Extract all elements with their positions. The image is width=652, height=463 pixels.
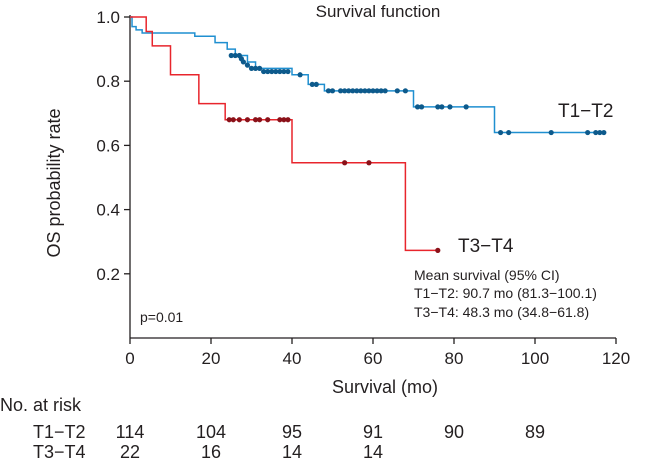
censor-mark-t1-t2	[548, 129, 554, 136]
at-risk-count: 91	[363, 422, 383, 442]
x-tick-label: 40	[283, 349, 302, 368]
censor-mark-t1-t2	[313, 81, 319, 88]
censor-mark-t1-t2	[252, 65, 259, 71]
censor-mark-t1-t2	[597, 129, 603, 136]
censor-mark-t1-t2	[346, 88, 352, 94]
survival-curve-t3-t4	[130, 16, 438, 252]
censor-mark-t3-t4	[366, 160, 372, 166]
survival-curve-t1-t2	[130, 16, 604, 134]
censor-mark-t1-t2	[285, 68, 291, 75]
y-tick-label: 0.6	[96, 136, 120, 155]
censor-mark-t1-t2	[342, 88, 348, 94]
censor-mark-t1-t2	[244, 62, 251, 68]
at-risk-count: 14	[363, 442, 383, 462]
censor-mark-t3-t4	[244, 117, 251, 123]
at-risk-count: 114	[116, 422, 145, 442]
mean-survival-heading: Mean survival (95% CI)	[414, 267, 560, 283]
censor-mark-t1-t2	[366, 88, 372, 94]
censor-mark-t1-t2	[394, 88, 400, 94]
censor-mark-t1-t2	[601, 129, 607, 136]
censor-mark-t3-t4	[236, 117, 242, 123]
censor-mark-t1-t2	[309, 81, 315, 88]
censor-mark-t1-t2	[228, 52, 234, 59]
censor-mark-t1-t2	[240, 59, 246, 65]
censor-mark-t3-t4	[285, 117, 291, 123]
at-risk-count: 104	[196, 422, 226, 442]
censor-mark-t1-t2	[350, 88, 356, 94]
censor-mark-t1-t2	[435, 104, 441, 110]
censor-mark-t1-t2	[585, 129, 591, 136]
censor-mark-t1-t2	[248, 65, 255, 71]
censor-mark-t1-t2	[265, 68, 271, 75]
censor-mark-t1-t2	[329, 88, 336, 94]
mean-survival-t1-t2: T1−T2: 90.7 mo (81.3−100.1)	[414, 285, 597, 301]
at-risk-count: 89	[525, 422, 545, 442]
censor-mark-t1-t2	[257, 65, 263, 71]
p-value: p=0.01	[140, 309, 183, 325]
x-tick-label: 0	[125, 349, 134, 368]
censor-mark-t1-t2	[463, 104, 469, 110]
series-layer	[130, 16, 607, 253]
x-axis-label: Survival (mo)	[332, 377, 438, 397]
x-tick-label: 80	[445, 349, 464, 368]
censor-mark-t3-t4	[281, 117, 287, 123]
censor-mark-t1-t2	[362, 88, 368, 94]
censor-mark-t1-t2	[439, 104, 445, 110]
censor-mark-t1-t2	[277, 68, 283, 75]
at-risk-title: No. at risk	[0, 395, 82, 415]
at-risk-table: T1−T2 114 104 95 91 90 89 T3−T4 22 16 14 14	[33, 422, 545, 462]
censor-mark-t1-t2	[281, 68, 287, 75]
x-tick-label: 60	[364, 349, 383, 368]
series-label-t1-t2: T1−T2	[558, 101, 613, 122]
censor-mark-t1-t2	[382, 88, 388, 94]
censor-mark-t1-t2	[419, 104, 425, 110]
censor-mark-t3-t4	[277, 117, 283, 123]
censor-mark-t1-t2	[593, 129, 599, 136]
y-axis-label: OS probability rate	[44, 108, 64, 257]
y-tick-label: 1.0	[96, 8, 120, 27]
censor-mark-t1-t2	[261, 68, 267, 75]
censor-mark-t1-t2	[414, 104, 421, 110]
at-risk-row-label: T3−T4	[33, 442, 86, 462]
censor-mark-t1-t2	[374, 88, 380, 94]
x-tick-label: 100	[521, 349, 549, 368]
censor-mark-t1-t2	[354, 88, 360, 94]
mean-survival-t3-t4: T3−T4: 48.3 mo (34.8−61.8)	[414, 304, 589, 320]
at-risk-count: 95	[282, 422, 302, 442]
censor-mark-t1-t2	[232, 52, 238, 59]
y-tick-label: 0.8	[96, 72, 120, 91]
censor-mark-t1-t2	[325, 88, 332, 94]
chart-title: Survival function	[316, 2, 441, 21]
censor-mark-t3-t4	[257, 117, 263, 123]
at-risk-count: 16	[201, 442, 221, 462]
series-label-t3-t4: T3−T4	[458, 236, 514, 257]
y-tick-label: 0.4	[96, 201, 120, 220]
censor-mark-t1-t2	[358, 88, 364, 94]
censor-mark-t3-t4	[226, 117, 232, 123]
axes: 0.2 0.4 0.6 0.8 1.0 0 20 40 60 80 100 120	[96, 8, 630, 368]
censor-mark-t3-t4	[342, 160, 348, 166]
at-risk-count: 14	[282, 442, 302, 462]
x-tick-label: 20	[202, 349, 221, 368]
censor-mark-t1-t2	[402, 88, 408, 94]
censor-mark-t3-t4	[435, 247, 441, 253]
at-risk-count: 90	[444, 422, 464, 442]
censor-mark-t3-t4	[265, 117, 271, 123]
at-risk-count: 22	[120, 442, 140, 462]
censor-mark-t1-t2	[269, 68, 275, 75]
censor-mark-t1-t2	[273, 68, 279, 75]
x-tick-label: 120	[602, 349, 630, 368]
censor-mark-t1-t2	[378, 88, 384, 94]
censor-mark-t1-t2	[370, 88, 376, 94]
censor-mark-t3-t4	[230, 117, 236, 123]
at-risk-row-label: T1−T2	[33, 422, 86, 442]
censor-mark-t1-t2	[338, 88, 344, 94]
censor-mark-t1-t2	[497, 129, 504, 136]
censor-mark-t1-t2	[447, 104, 453, 110]
censor-mark-t1-t2	[297, 72, 303, 78]
censor-mark-t3-t4	[252, 117, 259, 123]
y-tick-label: 0.2	[96, 265, 120, 284]
censor-mark-t1-t2	[506, 129, 512, 136]
